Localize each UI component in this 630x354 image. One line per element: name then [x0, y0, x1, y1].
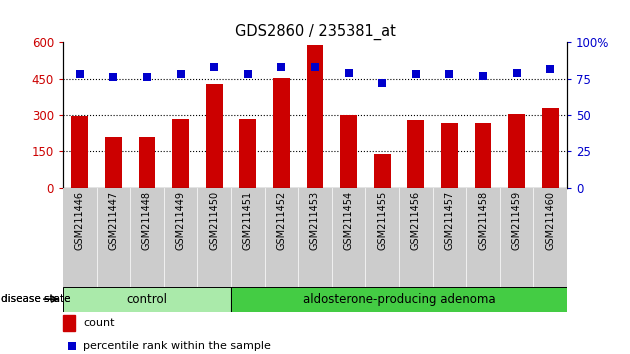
Bar — [374, 154, 391, 188]
Point — [75, 72, 85, 77]
Text: GSM211460: GSM211460 — [545, 190, 555, 250]
Point — [343, 70, 353, 76]
Text: percentile rank within the sample: percentile rank within the sample — [83, 341, 271, 351]
Bar — [63, 287, 231, 312]
Bar — [534, 188, 567, 287]
Bar — [105, 137, 122, 188]
Text: control: control — [127, 293, 168, 306]
Bar — [408, 120, 424, 188]
Text: GSM211450: GSM211450 — [209, 190, 219, 250]
Bar — [172, 119, 189, 188]
Point — [310, 64, 320, 70]
Text: GSM211456: GSM211456 — [411, 190, 421, 250]
Bar — [307, 45, 323, 188]
Bar — [365, 188, 399, 287]
Bar — [63, 315, 75, 331]
Point — [512, 70, 522, 76]
Title: GDS2860 / 235381_at: GDS2860 / 235381_at — [234, 23, 396, 40]
Bar — [441, 123, 458, 188]
Text: GSM211451: GSM211451 — [243, 190, 253, 250]
Bar — [96, 188, 130, 287]
Point — [142, 74, 152, 80]
Bar — [130, 188, 164, 287]
Text: GSM211448: GSM211448 — [142, 190, 152, 250]
Bar — [164, 188, 197, 287]
Text: GSM211457: GSM211457 — [444, 190, 454, 250]
Bar — [433, 188, 466, 287]
Point — [243, 72, 253, 77]
Bar — [340, 115, 357, 188]
Bar — [474, 123, 491, 188]
Text: count: count — [83, 318, 115, 328]
Bar — [63, 188, 96, 287]
Bar — [466, 188, 500, 287]
Bar — [542, 108, 559, 188]
Bar — [332, 188, 365, 287]
Bar — [139, 137, 156, 188]
Bar — [500, 188, 534, 287]
Point — [411, 72, 421, 77]
Text: aldosterone-producing adenoma: aldosterone-producing adenoma — [302, 293, 495, 306]
Point — [176, 72, 186, 77]
Bar — [508, 114, 525, 188]
Text: GSM211447: GSM211447 — [108, 190, 118, 250]
Text: GSM211454: GSM211454 — [343, 190, 353, 250]
Point — [478, 73, 488, 79]
Bar — [273, 78, 290, 188]
Point — [108, 74, 118, 80]
Point — [444, 72, 454, 77]
Bar — [298, 188, 332, 287]
Text: GSM211455: GSM211455 — [377, 190, 387, 250]
Text: GSM211459: GSM211459 — [512, 190, 522, 250]
Bar — [265, 188, 298, 287]
Point — [67, 343, 77, 349]
Bar — [239, 119, 256, 188]
Point — [277, 64, 287, 70]
Bar — [231, 287, 567, 312]
Bar — [399, 188, 433, 287]
Bar — [197, 188, 231, 287]
Bar — [231, 287, 567, 312]
Point — [377, 80, 387, 86]
Text: GSM211446: GSM211446 — [75, 190, 85, 250]
Bar — [63, 287, 231, 312]
Point — [545, 66, 555, 72]
Text: GSM211458: GSM211458 — [478, 190, 488, 250]
Text: GSM211449: GSM211449 — [176, 190, 186, 250]
Text: disease state: disease state — [1, 294, 71, 304]
Bar — [206, 84, 222, 188]
Point — [209, 64, 219, 70]
Bar — [231, 188, 265, 287]
Text: GSM211453: GSM211453 — [310, 190, 320, 250]
Text: disease state: disease state — [1, 294, 70, 304]
Text: GSM211452: GSM211452 — [277, 190, 287, 250]
Bar — [71, 116, 88, 188]
